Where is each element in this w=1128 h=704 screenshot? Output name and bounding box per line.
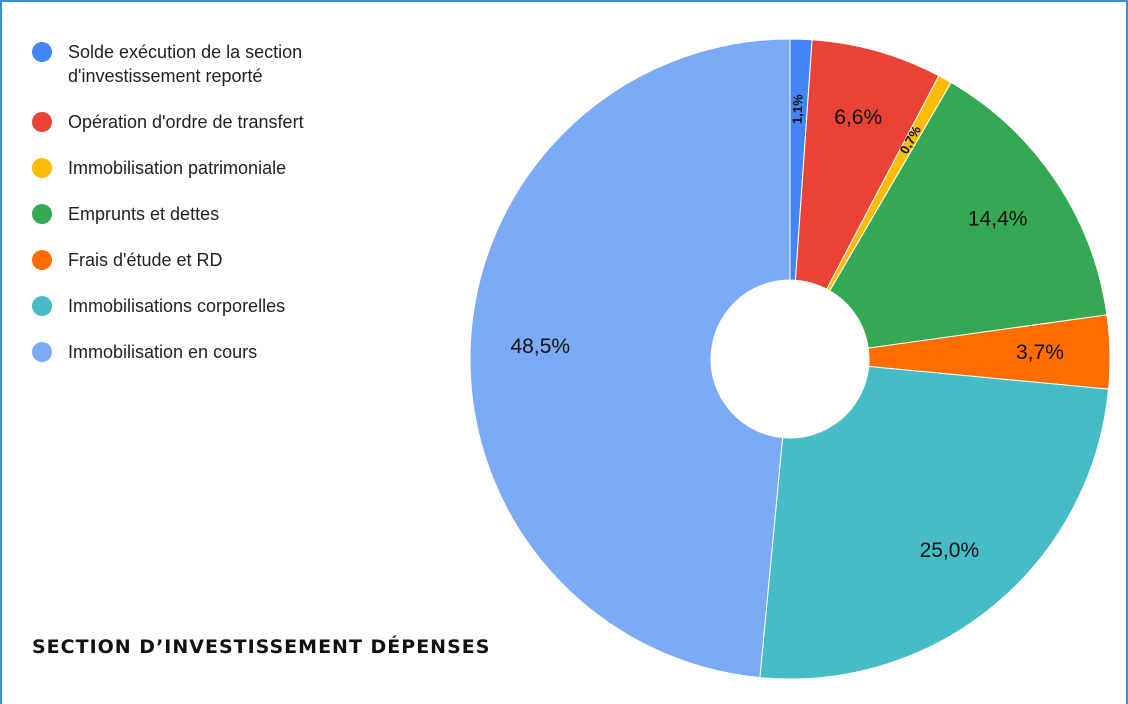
- slice: [829, 81, 1108, 349]
- legend-swatch: [32, 296, 52, 316]
- data-label: 48,5%: [511, 335, 571, 358]
- legend-label: Solde exécution de la section d'investis…: [68, 42, 303, 86]
- legend-item: Solde exécution de la section d'investis…: [30, 40, 360, 88]
- legend-item: Emprunts et dettes: [30, 202, 360, 226]
- legend-label: Immobilisation en cours: [68, 342, 258, 362]
- legend-swatch: [32, 342, 52, 362]
- data-label: 6,6%: [834, 106, 882, 129]
- legend: Solde exécution de la section d'investis…: [30, 40, 360, 386]
- legend-label: Emprunts et dettes: [68, 204, 220, 224]
- data-label: 3,7%: [1016, 341, 1064, 364]
- legend-swatch: [32, 112, 52, 132]
- data-label: 25,0%: [920, 539, 980, 562]
- legend-item: Immobilisations corporelles: [30, 294, 360, 318]
- legend-swatch: [32, 204, 52, 224]
- slice: [469, 38, 791, 679]
- data-label: 1,1%: [790, 94, 806, 125]
- legend-label: Frais d'étude et RD: [68, 250, 223, 270]
- legend-label: Immobilisation patrimoniale: [68, 158, 287, 178]
- legend-item: Opération d'ordre de transfert: [30, 110, 360, 134]
- slice: [759, 365, 1110, 680]
- legend-item: Immobilisation en cours: [30, 340, 360, 364]
- legend-swatch: [32, 158, 52, 178]
- data-label: 14,4%: [968, 207, 1028, 230]
- legend-item: Frais d'étude et RD: [30, 248, 360, 272]
- legend-item: Immobilisation patrimoniale: [30, 156, 360, 180]
- legend-label: Immobilisations corporelles: [68, 296, 286, 316]
- legend-swatch: [32, 42, 52, 62]
- legend-label: Opération d'ordre de transfert: [68, 112, 304, 132]
- chart-title: SECTION D’INVESTISSEMENT DÉPENSES: [32, 636, 491, 658]
- legend-swatch: [32, 250, 52, 270]
